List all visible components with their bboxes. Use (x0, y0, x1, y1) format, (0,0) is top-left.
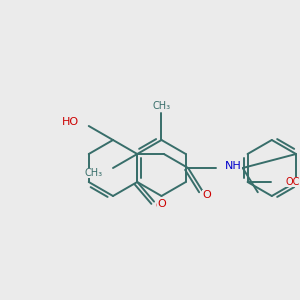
Text: O: O (157, 199, 166, 209)
Text: O: O (203, 190, 212, 200)
Text: CH₃: CH₃ (85, 168, 103, 178)
Text: NH: NH (225, 161, 242, 171)
Text: CH₃: CH₃ (152, 101, 171, 111)
Text: HO: HO (61, 117, 79, 127)
Text: O: O (156, 201, 164, 211)
Text: OCH₃: OCH₃ (285, 177, 300, 187)
